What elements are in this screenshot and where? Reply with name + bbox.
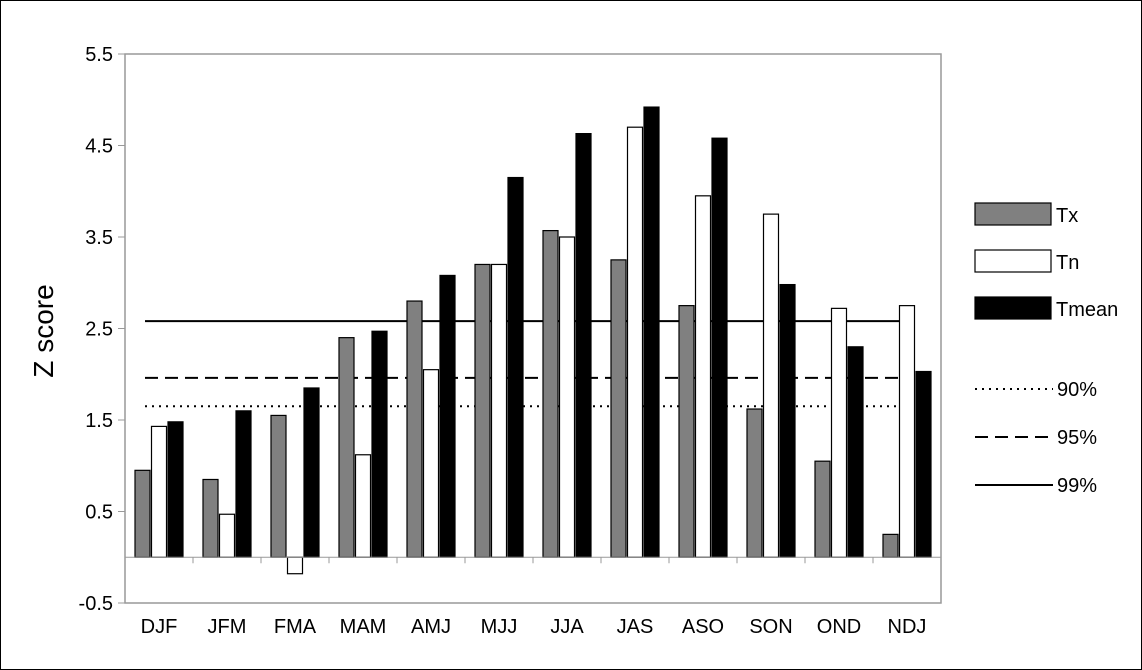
bar-tn-fma — [286, 556, 304, 575]
bar-tmean-mam — [371, 330, 388, 558]
bar-tmean-fma — [303, 387, 320, 558]
y-axis-label: Z score — [28, 284, 59, 377]
bar-tx-mam — [338, 337, 355, 558]
bar-tn-amj — [422, 369, 440, 558]
x-tick-label: JAS — [617, 616, 654, 638]
x-tick-label: OND — [817, 616, 861, 638]
y-tick-label: 5.5 — [85, 44, 113, 66]
bar-tmean-son — [779, 283, 796, 558]
bar-tmean-aso — [711, 137, 728, 558]
bar-tn-son — [762, 213, 780, 558]
bar-tx-son — [746, 408, 763, 558]
y-tick-label: 3.5 — [85, 227, 113, 249]
bar-tmean-ndj — [915, 370, 932, 558]
bar-tn-jfm — [218, 513, 236, 558]
legend-swatch-tmean — [974, 296, 1052, 320]
legend-label-90pct: 90% — [1057, 379, 1097, 401]
legend-label-99pct: 99% — [1057, 475, 1097, 497]
x-tick-label: SON — [749, 616, 792, 638]
legend-label-95pct: 95% — [1057, 427, 1097, 449]
bar-tx-mjj — [474, 263, 491, 558]
y-tick-label: 4.5 — [85, 136, 113, 158]
legend-label-tmean: Tmean — [1056, 299, 1118, 321]
bar-tn-aso — [694, 195, 712, 558]
bar-tx-amj — [406, 300, 423, 558]
bar-tx-fma — [270, 414, 287, 558]
bar-tx-jfm — [202, 478, 219, 558]
x-tick-label: JFM — [208, 616, 247, 638]
x-tick-label: MJJ — [481, 616, 518, 638]
x-tick-label: DJF — [141, 616, 178, 638]
y-tick-label: 1.5 — [85, 410, 113, 432]
bar-tx-aso — [678, 305, 695, 558]
x-tick-label: MAM — [340, 616, 387, 638]
y-tick-label: 2.5 — [85, 319, 113, 341]
x-tick-label: JJA — [550, 616, 584, 638]
x-tick-label: ASO — [682, 616, 724, 638]
x-axis: DJF JFM FMA MAM AMJ MJJ JJA JAS ASO SON OND NDJ — [124, 556, 941, 638]
x-tick-label: NDJ — [888, 616, 927, 638]
bar-tn-djf — [150, 425, 168, 558]
legend-swatch-tn — [974, 249, 1052, 273]
threshold-lines — [145, 320, 911, 408]
bar-tn-jja — [558, 236, 576, 558]
legend: Tx Tn Tmean 90% 95% 99% — [974, 202, 1118, 497]
bar-tn-mam — [354, 454, 372, 558]
legend-label-tx: Tx — [1056, 205, 1078, 227]
bar-tn-ndj — [898, 305, 916, 558]
bar-series — [134, 106, 932, 575]
bar-tmean-jfm — [235, 410, 252, 558]
y-axis: 5.5 4.5 3.5 2.5 1.5 0.5 -0.5 — [79, 44, 125, 615]
x-tick-label: FMA — [274, 616, 317, 638]
bar-tx-djf — [134, 469, 151, 558]
legend-swatch-tx — [974, 202, 1052, 226]
x-tick-label: AMJ — [411, 616, 451, 638]
bar-tmean-ond — [847, 346, 864, 558]
bar-tx-ndj — [882, 533, 899, 558]
bar-tmean-mjj — [507, 176, 524, 558]
bar-tx-jas — [610, 259, 627, 558]
bar-tn-ond — [830, 307, 848, 558]
bar-tmean-amj — [439, 274, 456, 558]
y-tick-label: -0.5 — [79, 593, 113, 615]
bar-tmean-djf — [167, 421, 184, 558]
legend-label-tn: Tn — [1056, 252, 1079, 274]
bar-tn-jas — [626, 126, 644, 558]
y-tick-label: 0.5 — [85, 502, 113, 524]
bar-tx-ond — [814, 460, 831, 558]
bar-tmean-jja — [575, 133, 592, 558]
bar-tmean-jas — [643, 106, 660, 558]
bar-tn-mjj — [490, 263, 508, 558]
bar-tx-jja — [542, 229, 559, 558]
